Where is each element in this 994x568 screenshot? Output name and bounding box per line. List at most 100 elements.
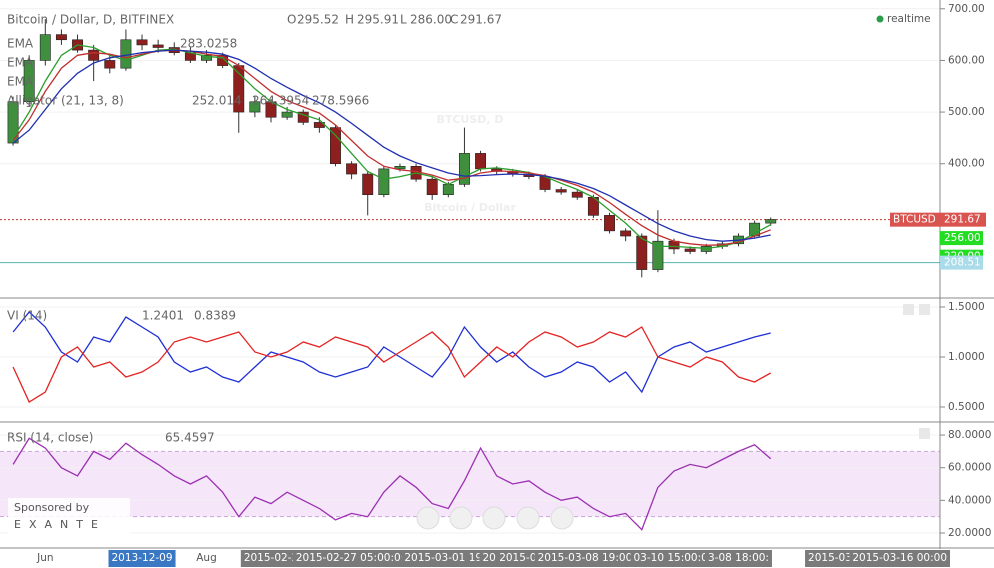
price-tag-label: 208.51 <box>944 257 981 269</box>
x-tick-label: 2015-03-1 <box>808 552 862 564</box>
y-tick-label: 20.0000 <box>948 527 991 539</box>
rsi-band <box>0 451 940 517</box>
candle-body <box>104 60 116 69</box>
indicator-name: EMA <box>7 75 34 89</box>
x-tick-label: 2015-02-27 05:00:00 <box>296 552 408 564</box>
y-tick-label: 600.00 <box>948 54 985 66</box>
candle-body <box>281 111 293 118</box>
candle-body <box>297 111 309 123</box>
ohlc-key: C <box>450 13 458 27</box>
ohlc-value: 295.91 <box>357 13 399 27</box>
y-tick-label: 1.5000 <box>948 301 985 313</box>
alligator-line <box>12 44 772 250</box>
ohlc-key: L <box>400 13 407 27</box>
candle-body <box>442 184 454 196</box>
candle-body <box>636 235 648 270</box>
x-tick-label: 2015-03-16 00:00 <box>852 552 947 564</box>
time-label-box <box>240 550 302 567</box>
candle-body <box>604 215 615 232</box>
ohlc-key: O <box>287 13 296 27</box>
panel-value: 65.4597 <box>165 431 215 445</box>
x-tick-label: 20 2015-03 <box>483 552 544 564</box>
price-tag <box>890 212 986 227</box>
candle-body <box>7 101 19 144</box>
indicator-value: 252.014 <box>192 94 242 108</box>
y-tick-label: 500.00 <box>948 106 985 118</box>
indicator-name: Alligator (21, 13, 8) <box>7 94 124 108</box>
scroll-left-button[interactable] <box>416 506 440 530</box>
x-tick-label: 3-08 18:00: <box>708 552 769 564</box>
watermark-subtitle: Bitcoin / Dollar <box>424 201 516 214</box>
navigation-buttons <box>416 506 574 530</box>
ohlc-value: 286.00 <box>410 13 452 27</box>
candle-body <box>765 219 777 224</box>
zoom-in-button[interactable] <box>516 506 540 530</box>
time-label-box <box>534 550 653 567</box>
candle-body <box>201 54 212 61</box>
candle-body <box>346 163 358 175</box>
x-tick-label: Aug <box>196 552 217 564</box>
y-tick-label: 80.0000 <box>948 429 991 441</box>
panel-button[interactable] <box>919 428 930 439</box>
candle-body <box>458 153 470 185</box>
sponsor-label: Sponsored by <box>14 501 90 514</box>
reset-button[interactable] <box>482 506 506 530</box>
candle-body <box>394 166 406 170</box>
chart-title: Bitcoin / Dollar, D, BITFINEX <box>7 13 174 27</box>
time-label-box <box>401 550 496 567</box>
panel-button[interactable] <box>903 304 914 315</box>
candle-body <box>152 44 164 48</box>
plot-layer <box>7 19 777 531</box>
time-label-box <box>108 550 176 567</box>
candle-body <box>652 240 664 270</box>
scroll-right-button[interactable] <box>550 506 574 530</box>
status-dot <box>876 15 884 23</box>
ohlc-value: 291.67 <box>460 13 502 27</box>
ohlc-value: 295.52 <box>297 13 339 27</box>
candle-body <box>330 127 341 165</box>
zoom-out-button[interactable] <box>449 506 473 530</box>
x-tick-label: 2015-03-01 19:0 <box>404 552 492 564</box>
panel-value: 1.2401 <box>142 309 184 323</box>
candle-body <box>475 153 487 170</box>
price-tag <box>940 231 983 246</box>
indicator-line <box>12 311 771 394</box>
background-layer: BTCUSD, D Bitcoin / Dollar <box>0 8 940 534</box>
candle-body <box>571 191 583 198</box>
indicator-name: EMA <box>7 56 34 70</box>
y-tick-label: 700.00 <box>948 3 985 15</box>
x-tick-label: 2015-02-2 <box>244 552 298 564</box>
price-tag-label: 256.00 <box>944 232 981 244</box>
x-tick-label: 2013-12-09 <box>112 552 173 564</box>
candle-body <box>136 39 148 46</box>
candle-body <box>362 173 374 196</box>
watermark: BTCUSD, D <box>436 113 503 126</box>
candle-body <box>620 230 632 237</box>
candle-body <box>555 189 567 193</box>
candle-body <box>120 39 132 69</box>
y-tick-label: 40.0000 <box>948 494 991 506</box>
y-tick-label: 0.5000 <box>948 401 985 413</box>
y-tick-label: 400.00 <box>948 158 985 170</box>
panel-title: VI (14) <box>7 309 47 323</box>
ohlc-key: H <box>345 13 354 27</box>
panel-button[interactable] <box>919 304 930 315</box>
panel-title: RSI (14, close) <box>7 431 93 445</box>
alligator-line <box>12 49 771 246</box>
status-label: realtime <box>887 13 931 25</box>
y-tick-label: 60.0000 <box>948 462 991 474</box>
indicator-value: 283.0258 <box>180 37 237 51</box>
x-tick-label: Jun <box>36 552 53 564</box>
indicator-value: 264.3954 <box>252 94 309 108</box>
time-label-box <box>849 550 951 567</box>
candle-body <box>684 248 696 252</box>
indicator-line <box>12 437 772 531</box>
candle-body <box>249 101 261 113</box>
alligator-line <box>12 49 771 242</box>
candle-body <box>55 34 67 41</box>
panel-value: 0.8389 <box>194 309 236 323</box>
time-label-box <box>630 550 718 567</box>
time-label-box <box>292 550 411 567</box>
indicator-value: 278.5966 <box>312 94 369 108</box>
